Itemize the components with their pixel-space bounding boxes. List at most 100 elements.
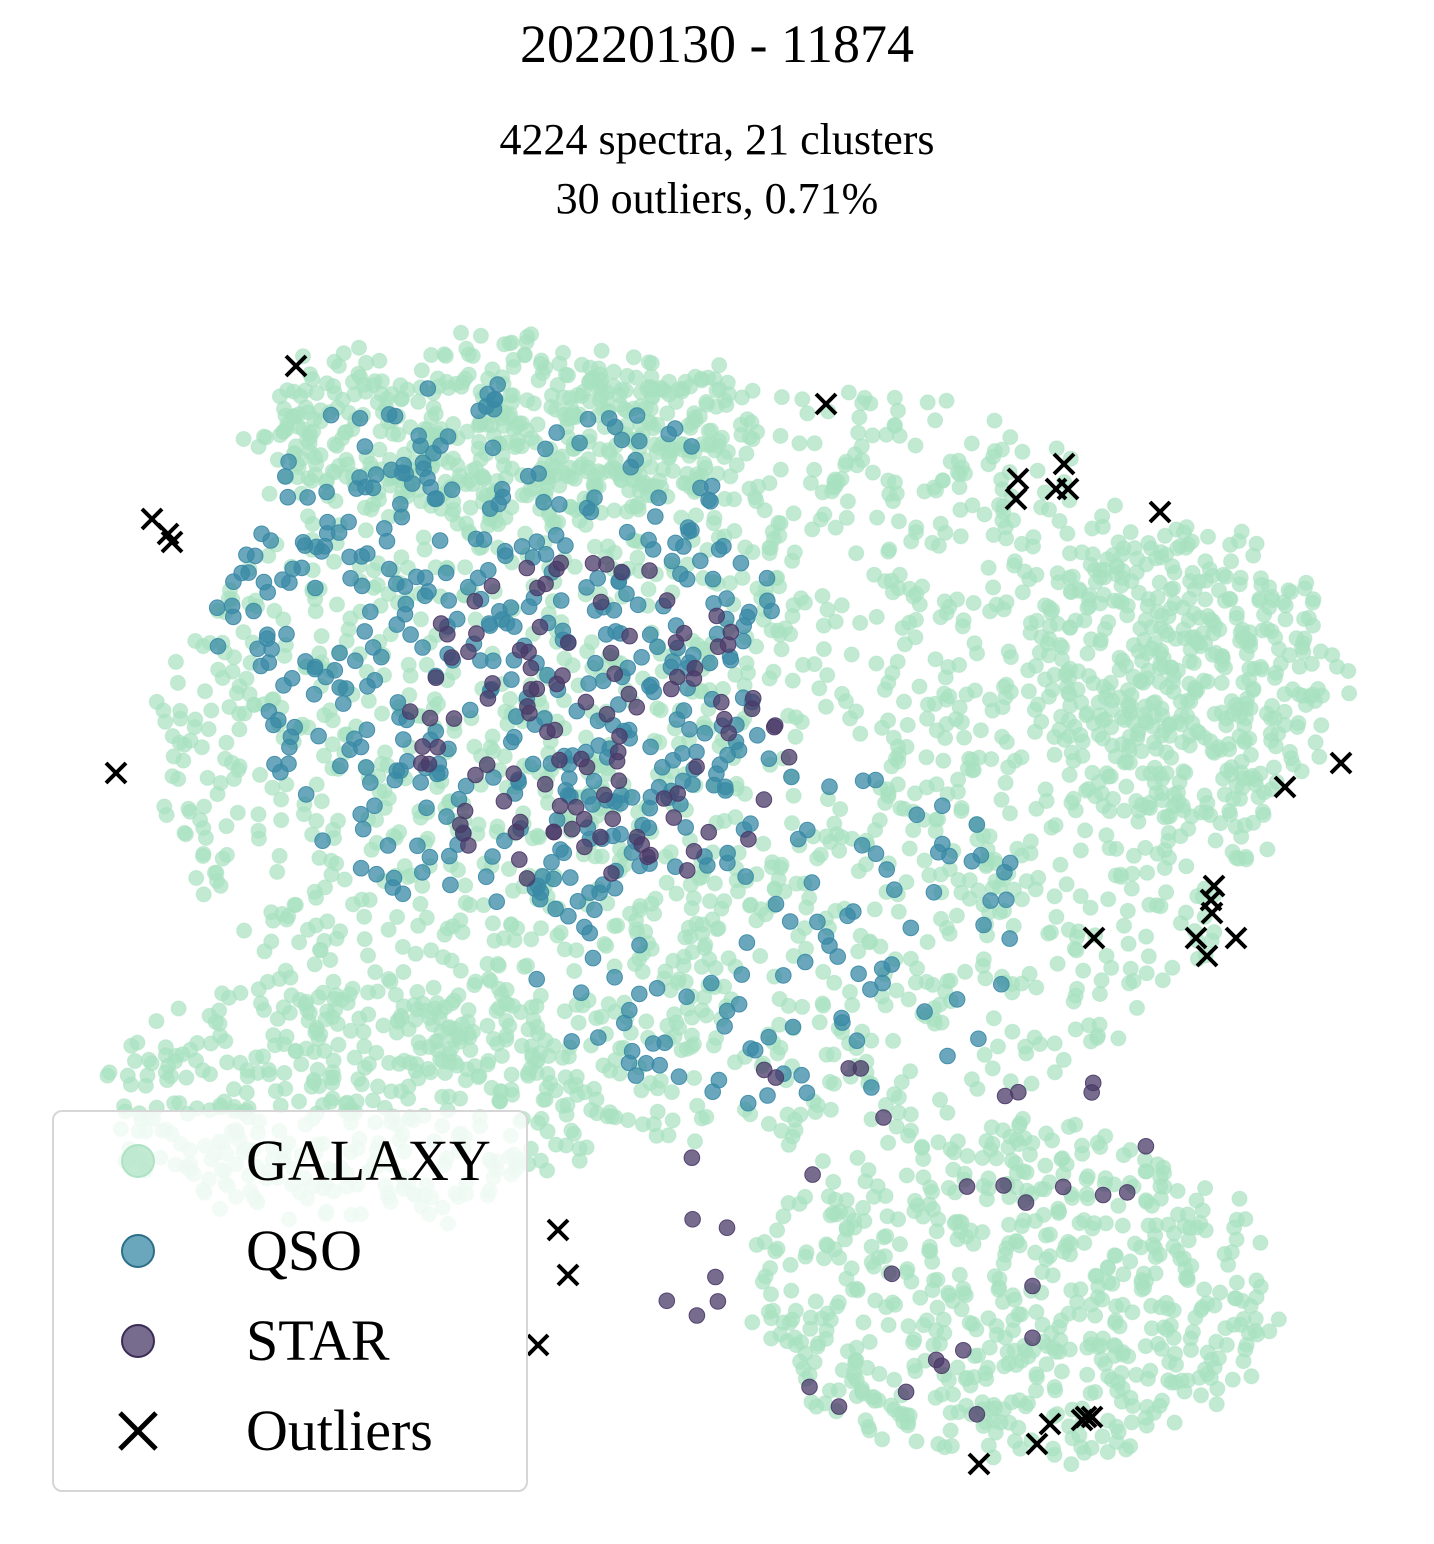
galaxy-point — [555, 389, 572, 406]
galaxy-point — [415, 529, 432, 546]
galaxy-point — [840, 384, 857, 401]
qso-point — [874, 974, 891, 992]
galaxy-point — [1206, 1297, 1223, 1314]
galaxy-point — [908, 1433, 925, 1450]
galaxy-point — [1048, 440, 1065, 457]
galaxy-point — [1044, 1132, 1061, 1149]
qso-point — [208, 599, 226, 617]
galaxy-point — [394, 390, 410, 407]
galaxy-point — [734, 569, 751, 586]
qso-point — [572, 984, 590, 1002]
outlier-point — [556, 1263, 580, 1287]
galaxy-point — [734, 389, 750, 406]
galaxy-point — [890, 513, 907, 530]
galaxy-point — [1071, 1215, 1088, 1232]
qso-point — [240, 564, 257, 581]
galaxy-point — [1243, 1368, 1260, 1385]
galaxy-point — [645, 420, 662, 437]
star-point — [1017, 1194, 1035, 1211]
galaxy-point — [1231, 1190, 1248, 1207]
galaxy-point — [959, 1148, 976, 1164]
galaxy-point — [880, 543, 897, 560]
galaxy-point — [807, 1293, 824, 1310]
galaxy-point — [214, 985, 231, 1002]
galaxy-point — [784, 552, 801, 569]
galaxy-point — [556, 650, 573, 667]
galaxy-point — [1165, 683, 1182, 700]
galaxy-point — [1143, 1197, 1160, 1214]
galaxy-point — [363, 841, 380, 858]
galaxy-point — [995, 1122, 1011, 1139]
galaxy-point — [313, 628, 330, 645]
qso-point — [586, 901, 603, 919]
qso-point — [475, 531, 493, 548]
star-point — [852, 1060, 870, 1077]
galaxy-point — [852, 614, 869, 631]
galaxy-point — [980, 1437, 997, 1454]
galaxy-point — [1115, 1147, 1132, 1164]
galaxy-point — [1148, 785, 1165, 802]
galaxy-point — [457, 559, 474, 576]
galaxy-point — [755, 835, 772, 852]
galaxy-point — [890, 903, 907, 920]
galaxy-point — [1046, 1035, 1063, 1052]
galaxy-point — [787, 728, 804, 745]
galaxy-point — [1158, 884, 1175, 901]
star-point — [507, 823, 525, 841]
galaxy-point — [984, 1135, 1001, 1152]
qso-point — [853, 837, 871, 854]
galaxy-point — [371, 441, 388, 458]
galaxy-point — [583, 1102, 600, 1118]
galaxy-point — [306, 883, 323, 900]
galaxy-point — [857, 1173, 874, 1190]
galaxy-point — [1060, 1118, 1077, 1135]
galaxy-point — [418, 656, 435, 673]
galaxy-point — [1178, 858, 1195, 875]
galaxy-point — [218, 818, 235, 835]
galaxy-point — [620, 1112, 637, 1129]
qso-point — [484, 848, 501, 865]
galaxy-point — [924, 534, 941, 551]
galaxy-point — [1153, 642, 1170, 659]
galaxy-point — [988, 1318, 1005, 1335]
galaxy-point — [437, 347, 454, 364]
galaxy-point — [1086, 1215, 1102, 1232]
qso-point — [606, 418, 624, 436]
star-point — [413, 754, 430, 772]
galaxy-point — [902, 950, 919, 967]
galaxy-point — [727, 1054, 743, 1071]
galaxy-point — [825, 1046, 842, 1063]
galaxy-point — [935, 752, 952, 769]
galaxy-point — [334, 430, 351, 447]
galaxy-point — [1156, 860, 1173, 876]
galaxy-point — [207, 1013, 224, 1030]
qso-point — [767, 895, 785, 913]
galaxy-point — [261, 485, 278, 502]
galaxy-point — [1148, 740, 1165, 757]
qso-point — [551, 496, 568, 513]
star-point — [603, 865, 620, 882]
galaxy-point — [170, 1000, 187, 1017]
galaxy-point — [276, 1065, 293, 1081]
galaxy-point — [278, 911, 295, 928]
galaxy-point — [1224, 843, 1241, 860]
galaxy-point — [640, 581, 657, 598]
galaxy-point — [773, 641, 790, 658]
galaxy-point — [934, 472, 951, 489]
galaxy-point — [1030, 869, 1047, 886]
legend-item-galaxy: GALAXY — [54, 1116, 526, 1206]
galaxy-point — [267, 1083, 284, 1100]
qso-point — [737, 868, 754, 885]
galaxy-point — [906, 1331, 923, 1348]
qso-point — [281, 738, 298, 756]
star-point — [683, 1149, 701, 1166]
qso-point — [394, 885, 412, 903]
galaxy-point — [1067, 612, 1084, 629]
qso-point — [651, 1056, 669, 1074]
galaxy-point — [998, 676, 1015, 693]
galaxy-point — [1213, 674, 1230, 691]
qso-point — [352, 805, 370, 823]
qso-point — [258, 630, 276, 648]
galaxy-point — [492, 1083, 509, 1100]
galaxy-point — [457, 894, 474, 911]
